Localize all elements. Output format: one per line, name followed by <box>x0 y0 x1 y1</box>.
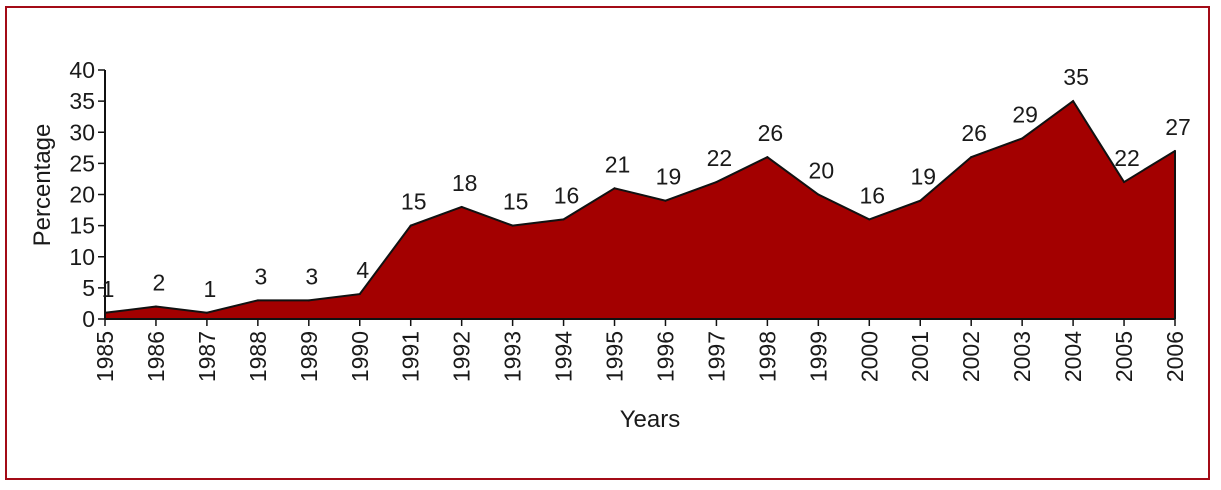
data-point <box>919 199 922 202</box>
y-tick-label: 20 <box>69 182 95 208</box>
data-label: 21 <box>605 151 631 177</box>
data-point <box>409 224 412 227</box>
y-tick-label: 10 <box>69 244 95 270</box>
data-label: 22 <box>707 145 733 171</box>
x-tick-label: 1985 <box>92 331 118 382</box>
x-tick-label: 1995 <box>602 331 628 382</box>
data-label: 35 <box>1063 64 1089 90</box>
data-point <box>970 156 973 159</box>
x-tick-label: 1991 <box>398 331 424 382</box>
data-point <box>154 305 157 308</box>
data-label: 20 <box>809 158 835 184</box>
data-point <box>358 293 361 296</box>
data-point <box>562 218 565 221</box>
data-label: 26 <box>961 120 987 146</box>
x-axis-title: Years <box>620 406 681 433</box>
x-tick-label: 2001 <box>907 331 933 382</box>
x-tick-label: 1987 <box>194 331 220 382</box>
x-tick-label: 1998 <box>754 331 780 382</box>
data-point <box>307 299 310 302</box>
data-point <box>766 156 769 159</box>
x-tick-label: 1992 <box>449 331 475 382</box>
data-label: 19 <box>910 164 936 190</box>
y-tick-label: 25 <box>69 150 95 176</box>
x-tick-label: 1997 <box>703 331 729 382</box>
x-tick-label: 1994 <box>551 331 577 382</box>
y-tick-label: 0 <box>82 306 95 332</box>
y-tick-label: 35 <box>69 88 95 114</box>
x-tick-label: 2000 <box>856 331 882 382</box>
data-label: 16 <box>859 182 885 208</box>
data-label: 15 <box>503 189 529 215</box>
x-tick-label: 2003 <box>1009 331 1035 382</box>
data-label: 22 <box>1114 145 1140 171</box>
data-label: 18 <box>452 170 478 196</box>
data-point <box>1123 181 1126 184</box>
x-tick-label: 1996 <box>652 331 678 382</box>
data-label: 1 <box>102 276 115 302</box>
y-tick-label: 5 <box>82 275 95 301</box>
x-tick-label: 2006 <box>1162 331 1188 382</box>
data-point <box>256 299 259 302</box>
data-point <box>715 181 718 184</box>
data-point <box>1021 137 1024 140</box>
data-point <box>205 311 208 314</box>
y-axis-title: Percentage <box>29 124 56 247</box>
data-label: 3 <box>254 263 267 289</box>
data-label: 27 <box>1165 114 1191 140</box>
x-tick-label: 2002 <box>958 331 984 382</box>
data-point <box>511 224 514 227</box>
data-label: 16 <box>554 182 580 208</box>
x-tick-label: 1986 <box>143 331 169 382</box>
data-label: 15 <box>401 189 427 215</box>
data-point <box>817 193 820 196</box>
data-point <box>460 205 463 208</box>
x-tick-label: 1988 <box>245 331 271 382</box>
data-point <box>664 199 667 202</box>
x-tick-label: 1993 <box>500 331 526 382</box>
y-tick-label: 40 <box>69 57 95 83</box>
x-tick-label: 2005 <box>1111 331 1137 382</box>
x-tick-label: 1989 <box>296 331 322 382</box>
y-tick-label: 30 <box>69 119 95 145</box>
x-tick-label: 1990 <box>347 331 373 382</box>
data-point <box>868 218 871 221</box>
data-label: 26 <box>758 120 784 146</box>
data-point <box>613 187 616 190</box>
x-tick-label: 2004 <box>1060 331 1086 382</box>
data-label: 2 <box>153 270 166 296</box>
data-point <box>1072 100 1075 103</box>
area-fill <box>105 101 1175 319</box>
data-label: 4 <box>356 257 369 283</box>
data-label: 1 <box>204 276 217 302</box>
x-tick-label: 1999 <box>805 331 831 382</box>
data-label: 19 <box>656 164 682 190</box>
data-point <box>1174 149 1176 152</box>
data-label: 29 <box>1012 101 1038 127</box>
series-line <box>104 99 1176 314</box>
y-tick-label: 15 <box>69 213 95 239</box>
data-label: 3 <box>305 263 318 289</box>
